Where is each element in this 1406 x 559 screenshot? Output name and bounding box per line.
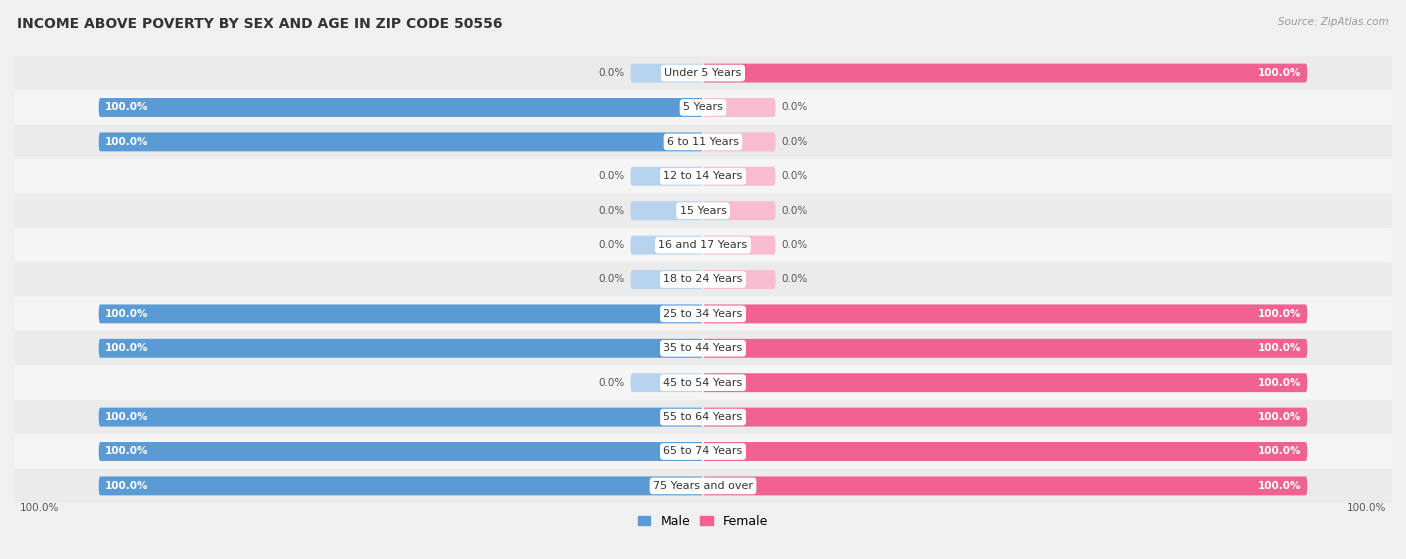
Text: 100.0%: 100.0% — [1258, 378, 1302, 388]
Text: 0.0%: 0.0% — [782, 137, 808, 147]
FancyBboxPatch shape — [14, 91, 1392, 125]
Text: 100.0%: 100.0% — [1258, 68, 1302, 78]
FancyBboxPatch shape — [14, 193, 1392, 228]
FancyBboxPatch shape — [703, 339, 1308, 358]
Text: 0.0%: 0.0% — [782, 240, 808, 250]
FancyBboxPatch shape — [630, 373, 703, 392]
FancyBboxPatch shape — [14, 262, 1392, 297]
Text: Source: ZipAtlas.com: Source: ZipAtlas.com — [1278, 17, 1389, 27]
Text: 100.0%: 100.0% — [1258, 309, 1302, 319]
FancyBboxPatch shape — [14, 56, 1392, 91]
FancyBboxPatch shape — [630, 201, 703, 220]
Text: 55 to 64 Years: 55 to 64 Years — [664, 412, 742, 422]
Text: Under 5 Years: Under 5 Years — [665, 68, 741, 78]
Text: 100.0%: 100.0% — [104, 481, 148, 491]
Text: 100.0%: 100.0% — [104, 309, 148, 319]
Text: 100.0%: 100.0% — [1258, 412, 1302, 422]
Text: 12 to 14 Years: 12 to 14 Years — [664, 171, 742, 181]
Text: 16 and 17 Years: 16 and 17 Years — [658, 240, 748, 250]
FancyBboxPatch shape — [703, 64, 1308, 83]
Text: 18 to 24 Years: 18 to 24 Years — [664, 274, 742, 285]
Text: 0.0%: 0.0% — [598, 240, 624, 250]
Text: 0.0%: 0.0% — [598, 378, 624, 388]
FancyBboxPatch shape — [98, 339, 703, 358]
Text: 100.0%: 100.0% — [104, 137, 148, 147]
FancyBboxPatch shape — [98, 305, 703, 323]
FancyBboxPatch shape — [703, 270, 776, 289]
FancyBboxPatch shape — [630, 236, 703, 254]
FancyBboxPatch shape — [14, 125, 1392, 159]
FancyBboxPatch shape — [630, 64, 703, 83]
Text: 0.0%: 0.0% — [598, 68, 624, 78]
Text: 65 to 74 Years: 65 to 74 Years — [664, 447, 742, 457]
Text: 45 to 54 Years: 45 to 54 Years — [664, 378, 742, 388]
FancyBboxPatch shape — [703, 132, 776, 151]
FancyBboxPatch shape — [703, 236, 776, 254]
Text: 100.0%: 100.0% — [104, 343, 148, 353]
FancyBboxPatch shape — [703, 373, 1308, 392]
FancyBboxPatch shape — [14, 228, 1392, 262]
Text: 75 Years and over: 75 Years and over — [652, 481, 754, 491]
FancyBboxPatch shape — [703, 476, 1308, 495]
FancyBboxPatch shape — [703, 167, 776, 186]
Text: 100.0%: 100.0% — [1347, 503, 1386, 513]
FancyBboxPatch shape — [703, 98, 776, 117]
FancyBboxPatch shape — [630, 270, 703, 289]
FancyBboxPatch shape — [703, 305, 1308, 323]
Text: 15 Years: 15 Years — [679, 206, 727, 216]
Text: 0.0%: 0.0% — [782, 206, 808, 216]
Text: 0.0%: 0.0% — [598, 206, 624, 216]
FancyBboxPatch shape — [98, 442, 703, 461]
FancyBboxPatch shape — [703, 442, 1308, 461]
Text: 0.0%: 0.0% — [598, 274, 624, 285]
Text: 0.0%: 0.0% — [598, 171, 624, 181]
Text: 0.0%: 0.0% — [782, 274, 808, 285]
FancyBboxPatch shape — [14, 331, 1392, 366]
Text: 25 to 34 Years: 25 to 34 Years — [664, 309, 742, 319]
Text: 6 to 11 Years: 6 to 11 Years — [666, 137, 740, 147]
Text: INCOME ABOVE POVERTY BY SEX AND AGE IN ZIP CODE 50556: INCOME ABOVE POVERTY BY SEX AND AGE IN Z… — [17, 17, 502, 31]
Text: 100.0%: 100.0% — [1258, 343, 1302, 353]
FancyBboxPatch shape — [14, 297, 1392, 331]
FancyBboxPatch shape — [14, 400, 1392, 434]
Text: 100.0%: 100.0% — [104, 412, 148, 422]
FancyBboxPatch shape — [703, 201, 776, 220]
FancyBboxPatch shape — [14, 159, 1392, 193]
FancyBboxPatch shape — [98, 132, 703, 151]
FancyBboxPatch shape — [703, 408, 1308, 427]
Legend: Male, Female: Male, Female — [633, 510, 773, 533]
Text: 35 to 44 Years: 35 to 44 Years — [664, 343, 742, 353]
Text: 100.0%: 100.0% — [104, 102, 148, 112]
Text: 0.0%: 0.0% — [782, 102, 808, 112]
FancyBboxPatch shape — [630, 167, 703, 186]
Text: 100.0%: 100.0% — [20, 503, 59, 513]
Text: 5 Years: 5 Years — [683, 102, 723, 112]
Text: 100.0%: 100.0% — [104, 447, 148, 457]
FancyBboxPatch shape — [98, 408, 703, 427]
Text: 100.0%: 100.0% — [1258, 481, 1302, 491]
Text: 0.0%: 0.0% — [782, 171, 808, 181]
FancyBboxPatch shape — [98, 98, 703, 117]
Text: 100.0%: 100.0% — [1258, 447, 1302, 457]
FancyBboxPatch shape — [14, 366, 1392, 400]
FancyBboxPatch shape — [14, 434, 1392, 468]
FancyBboxPatch shape — [98, 476, 703, 495]
FancyBboxPatch shape — [14, 468, 1392, 503]
